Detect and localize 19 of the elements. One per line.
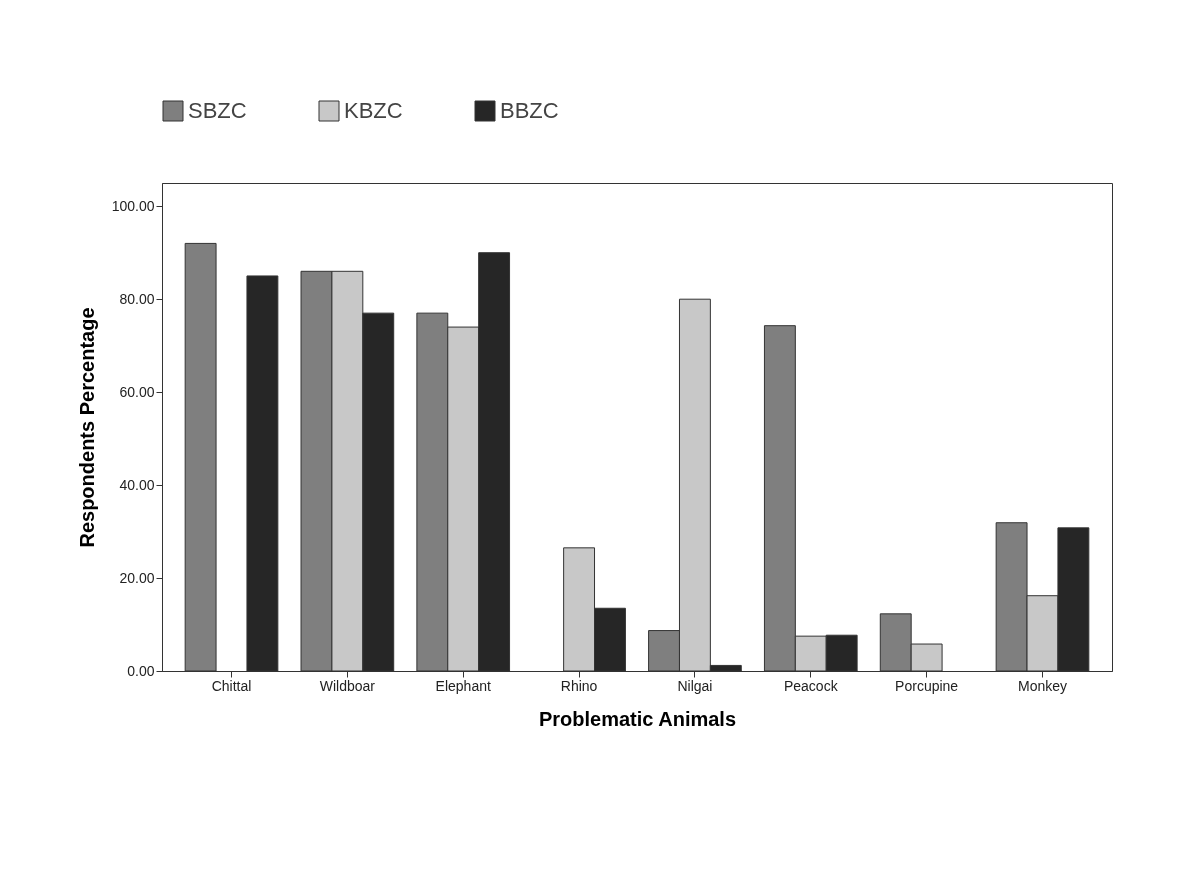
y-tick-label: 40.00 <box>119 476 155 493</box>
y-tick-label: 0.00 <box>127 662 155 679</box>
legend-label: SBZC <box>188 98 247 123</box>
x-tick-label: Peacock <box>783 677 839 694</box>
y-tick-label: 80.00 <box>119 290 155 307</box>
x-axis-title: Problematic Animals <box>538 707 737 730</box>
x-tick-label: Chittal <box>211 677 252 694</box>
x-tick-label: Wildboar <box>319 677 376 694</box>
x-tick-label: Nilgai <box>677 677 713 694</box>
x-tick-label: Monkey <box>1017 677 1067 694</box>
y-axis-title: Respondents Percentage <box>75 307 98 548</box>
y-tick-label: 60.00 <box>119 383 155 400</box>
x-tick-label: Rhino <box>560 677 598 694</box>
x-tick-label: Elephant <box>435 677 491 694</box>
y-tick-label: 20.00 <box>119 569 155 586</box>
legend-label: KBZC <box>344 98 403 123</box>
x-tick-label: Porcupine <box>895 677 959 694</box>
y-tick-label: 100.00 <box>111 197 155 214</box>
legend-label: BBZC <box>500 98 559 123</box>
